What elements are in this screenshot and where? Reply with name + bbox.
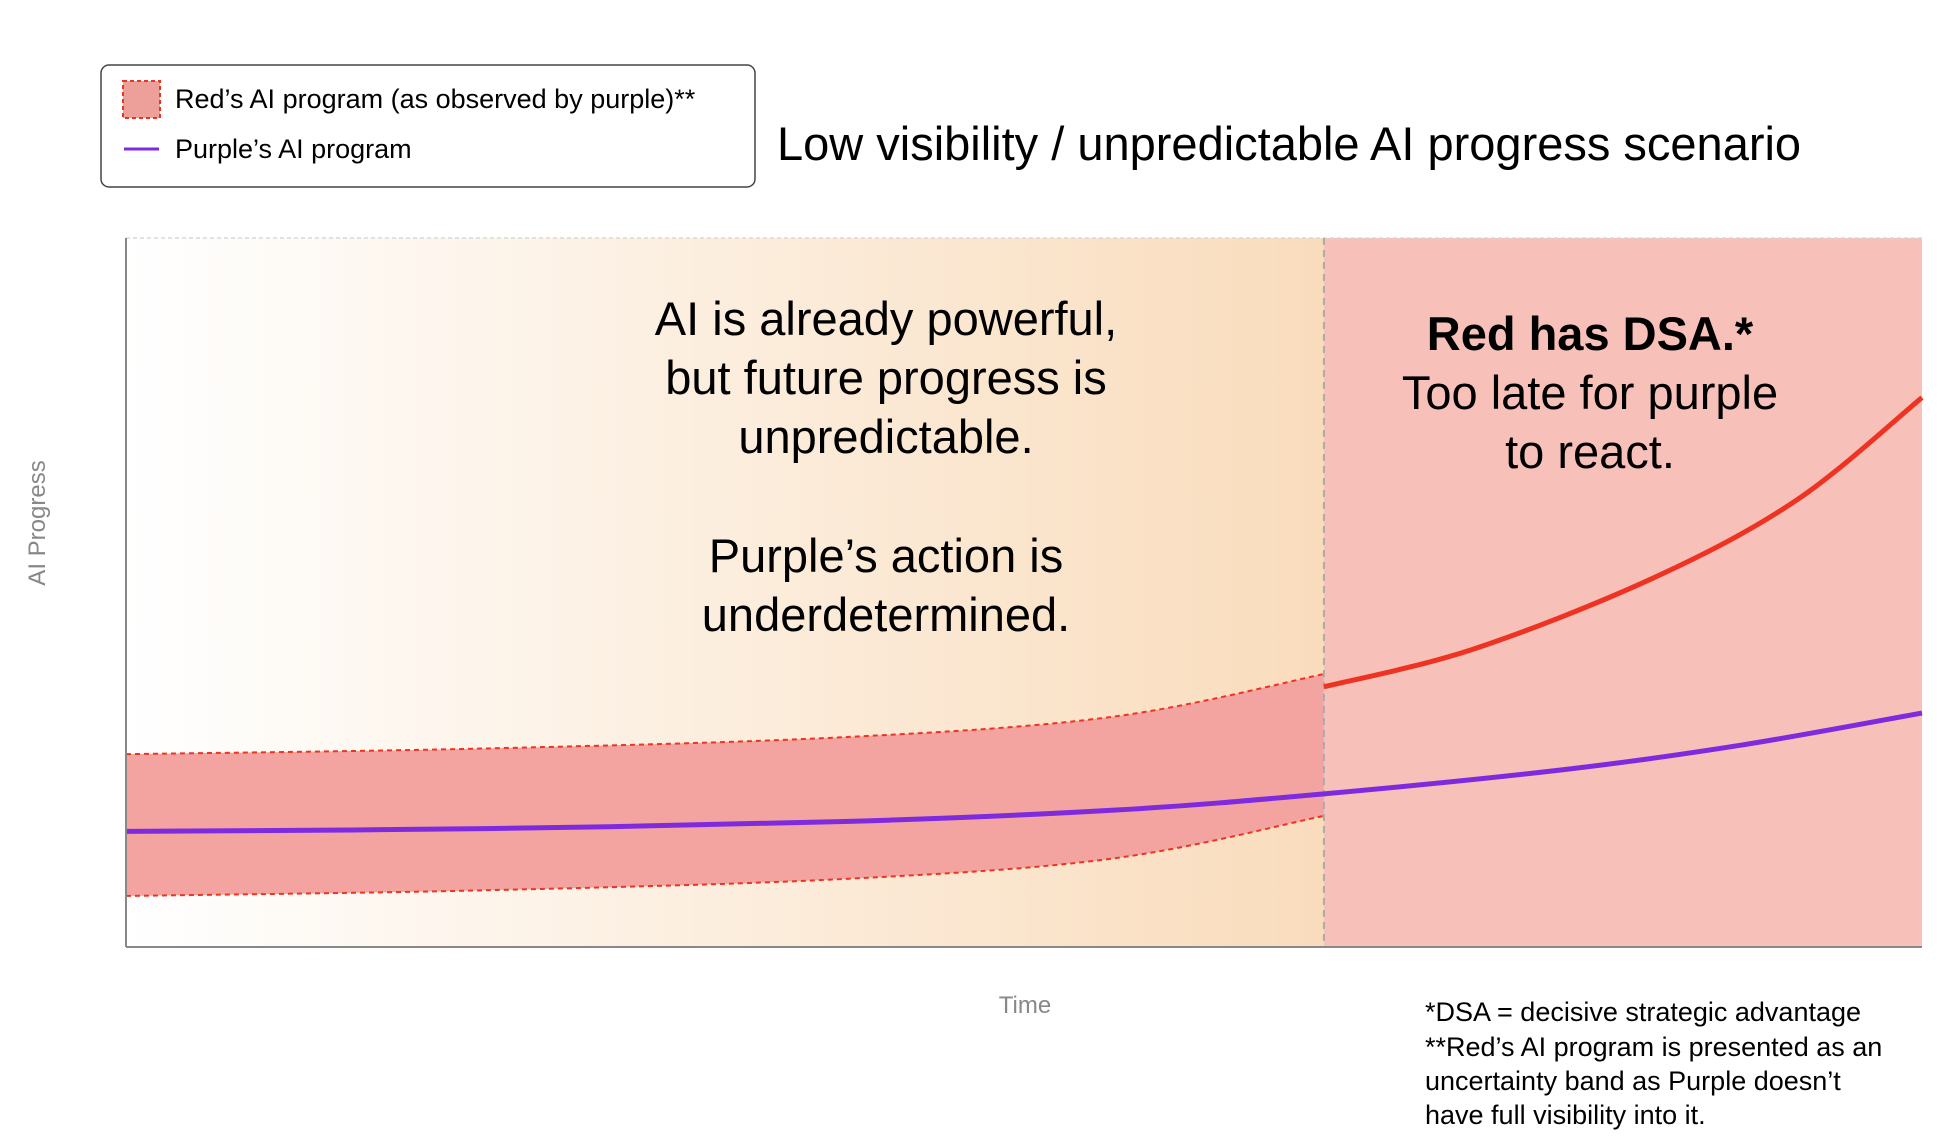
annotation-bold: Red has DSA.*: [1427, 307, 1754, 360]
legend-label-purple: Purple’s AI program: [175, 134, 412, 164]
red-ai-line: [1323, 395, 1924, 690]
annotation-line: AI is already powerful,: [655, 292, 1117, 345]
red-uncertainty-band: [126, 674, 1324, 896]
right-annotation: Red has DSA.* Too late for purple to rea…: [1402, 307, 1778, 478]
footnote: have full visibility into it.: [1425, 1100, 1706, 1130]
left-annotation: AI is already powerful, but future progr…: [655, 292, 1117, 641]
legend-label-red: Red’s AI program (as observed by purple)…: [175, 84, 696, 114]
annotation-line: Too late for purple: [1402, 366, 1778, 419]
annotation-line: but future progress is: [665, 351, 1107, 404]
annotation-line: underdetermined.: [702, 588, 1070, 641]
y-axis-label: AI Progress: [24, 460, 51, 585]
red-band-upper-edge: [125, 673, 1325, 756]
footnote: *DSA = decisive strategic advantage: [1425, 997, 1861, 1027]
purple-ai-line: [125, 710, 1923, 834]
annotation-line: to react.: [1505, 425, 1675, 478]
footnotes: *DSA = decisive strategic advantage **Re…: [1425, 997, 1882, 1130]
footnote: uncertainty band as Purple doesn’t: [1425, 1066, 1841, 1096]
annotation-line: Purple’s action is: [709, 529, 1063, 582]
red-band-lower-edge: [125, 814, 1325, 897]
annotation-line: unpredictable.: [738, 410, 1033, 463]
legend: Red’s AI program (as observed by purple)…: [100, 64, 756, 188]
footnote: **Red’s AI program is presented as an: [1425, 1032, 1882, 1062]
x-axis-label: Time: [999, 992, 1051, 1019]
legend-band-swatch: [122, 80, 161, 119]
chart-title: Low visibility / unpredictable AI progre…: [777, 117, 1801, 170]
